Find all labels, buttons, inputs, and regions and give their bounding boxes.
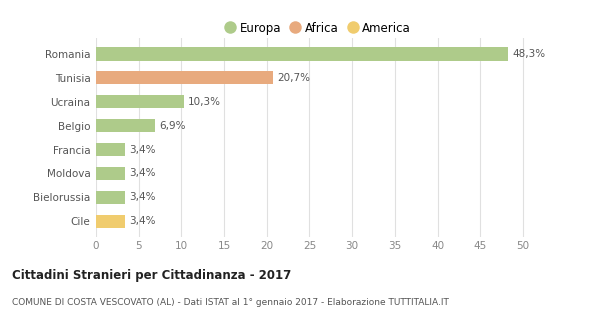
Text: 6,9%: 6,9% — [159, 121, 185, 131]
Text: 10,3%: 10,3% — [188, 97, 221, 107]
Text: 3,4%: 3,4% — [130, 192, 156, 202]
Text: 3,4%: 3,4% — [130, 216, 156, 226]
Text: Cittadini Stranieri per Cittadinanza - 2017: Cittadini Stranieri per Cittadinanza - 2… — [12, 269, 291, 282]
Legend: Europa, Africa, America: Europa, Africa, America — [222, 19, 414, 39]
Bar — [96, 71, 273, 84]
Bar — [96, 167, 125, 180]
Bar — [96, 47, 508, 60]
Text: 3,4%: 3,4% — [130, 168, 156, 179]
Text: 48,3%: 48,3% — [512, 49, 546, 59]
Bar — [96, 215, 125, 228]
Bar — [96, 143, 125, 156]
Bar — [96, 95, 184, 108]
Bar — [96, 119, 155, 132]
Text: 20,7%: 20,7% — [277, 73, 310, 83]
Text: COMUNE DI COSTA VESCOVATO (AL) - Dati ISTAT al 1° gennaio 2017 - Elaborazione TU: COMUNE DI COSTA VESCOVATO (AL) - Dati IS… — [12, 298, 449, 307]
Text: 3,4%: 3,4% — [130, 145, 156, 155]
Bar — [96, 191, 125, 204]
